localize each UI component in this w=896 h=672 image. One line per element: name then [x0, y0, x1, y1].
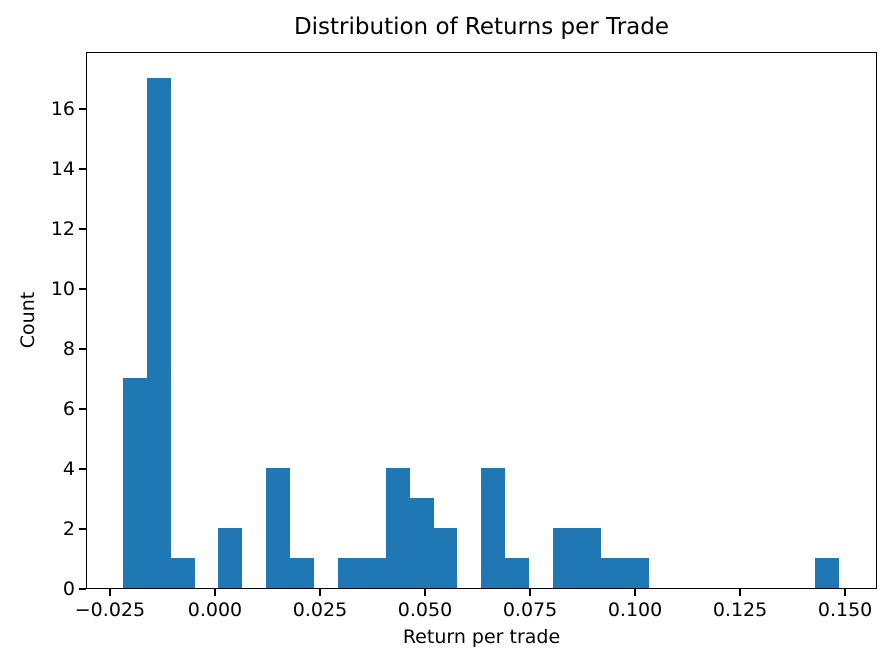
y-tick-label: 4 [62, 458, 75, 480]
x-tick-mark [319, 589, 321, 596]
y-tick-label: 0 [62, 578, 75, 600]
chart-title: Distribution of Returns per Trade [293, 14, 670, 40]
x-tick-mark [739, 589, 741, 596]
x-tick-mark [424, 589, 426, 596]
histogram-bar [576, 528, 601, 588]
x-axis-label: Return per trade [402, 626, 561, 648]
y-tick-label: 12 [50, 218, 75, 240]
y-tick-mark [79, 228, 86, 230]
histogram-bar [815, 558, 840, 588]
y-tick-label: 10 [50, 278, 75, 300]
histogram-bar [505, 558, 529, 588]
plot-area [86, 52, 877, 589]
x-tick-label: 0.150 [817, 599, 873, 621]
histogram-bar [624, 558, 649, 588]
y-tick-mark [79, 588, 86, 590]
y-tick-mark [79, 408, 86, 410]
histogram-bar [338, 558, 363, 588]
y-tick-label: 8 [62, 338, 75, 360]
histogram-bar [552, 528, 577, 588]
x-tick-mark [214, 589, 216, 596]
x-tick-label: 0.100 [607, 599, 663, 621]
histogram-bar [433, 528, 458, 588]
histogram-bar [409, 498, 434, 588]
y-tick-label: 16 [50, 98, 75, 120]
y-tick-label: 2 [62, 518, 75, 540]
x-tick-mark [634, 589, 636, 596]
histogram-bar [481, 468, 506, 588]
histogram-bar [266, 468, 291, 588]
x-tick-mark [529, 589, 531, 596]
x-tick-label: −0.025 [74, 599, 146, 621]
y-tick-mark [79, 168, 86, 170]
y-tick-label: 6 [62, 398, 75, 420]
histogram-bar [123, 378, 148, 588]
histogram-bar [147, 78, 171, 588]
y-tick-mark [79, 288, 86, 290]
x-tick-label: 0.075 [502, 599, 558, 621]
histogram-bar [362, 558, 386, 588]
x-tick-label: 0.000 [187, 599, 243, 621]
histogram-bar [218, 528, 243, 588]
y-tick-mark [79, 348, 86, 350]
histogram-bar [385, 468, 410, 588]
y-tick-label: 14 [50, 158, 75, 180]
y-tick-mark [79, 468, 86, 470]
histogram-bar [600, 558, 625, 588]
y-tick-mark [79, 528, 86, 530]
histogram-bar [171, 558, 195, 588]
x-tick-mark [844, 589, 846, 596]
x-tick-mark [109, 589, 111, 596]
x-tick-label: 0.050 [397, 599, 453, 621]
histogram-bar [290, 558, 315, 588]
y-tick-mark [79, 108, 86, 110]
x-tick-label: 0.025 [292, 599, 348, 621]
x-tick-label: 0.125 [712, 599, 768, 621]
